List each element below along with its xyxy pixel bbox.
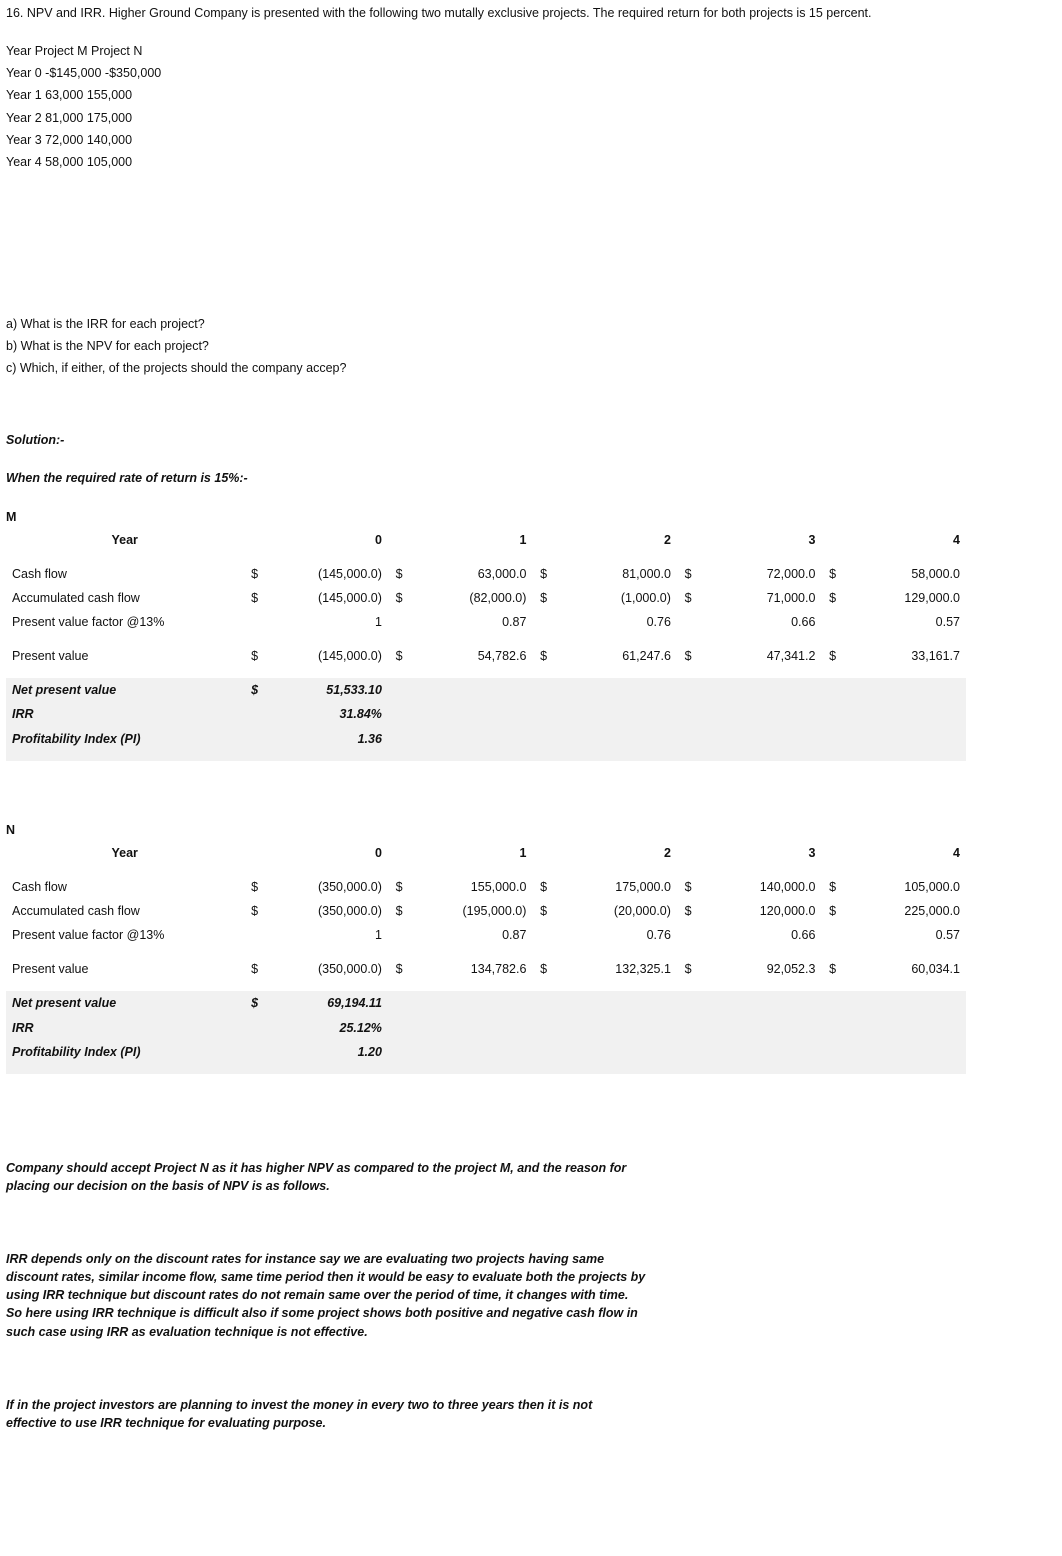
question-c: c) Which, if either, of the projects sho… (6, 359, 1056, 377)
conclusion-p3: If in the project investors are planning… (6, 1396, 646, 1432)
row-cash-flow: Cash flow (6, 875, 243, 899)
table-row: Cash flow $(145,000.0) $63,000.0 $81,000… (6, 562, 966, 586)
input-row-4: Year 4 58,000 105,000 (6, 153, 1056, 171)
row-npv: Net present value (6, 991, 243, 1015)
project-m-title: M (6, 508, 1056, 526)
project-m-table: Year 0 1 2 3 4 Cash flow $(145,000.0) $6… (6, 528, 966, 761)
row-cash-flow: Cash flow (6, 562, 243, 586)
table-row: Net present value $69,194.11 (6, 991, 966, 1015)
table-row: Present value factor @13% 1 0.87 0.76 0.… (6, 923, 966, 947)
row-acc: Accumulated cash flow (6, 586, 243, 610)
row-npv: Net present value (6, 678, 243, 702)
row-pv: Present value (6, 957, 243, 981)
col-year-header: Year (6, 528, 243, 552)
col-year-header: Year (6, 841, 243, 865)
project-n-table: Year 0 1 2 3 4 Cash flow $(350,000.0) $1… (6, 841, 966, 1074)
table-row: Net present value $51,533.10 (6, 678, 966, 702)
table-row: Accumulated cash flow $(350,000.0) $(195… (6, 899, 966, 923)
problem-header: 16. NPV and IRR. Higher Ground Company i… (6, 4, 1056, 22)
table-row: Profitability Index (PI) 1.36 (6, 727, 966, 751)
solution-heading: Solution:- (6, 431, 1056, 449)
input-row-2: Year 2 81,000 175,000 (6, 109, 1056, 127)
input-header: Year Project M Project N (6, 42, 1056, 60)
project-n-title: N (6, 821, 1056, 839)
row-irr: IRR (6, 1016, 243, 1040)
table-row: Present value $(145,000.0) $54,782.6 $61… (6, 644, 966, 668)
table-row: Present value factor @13% 1 0.87 0.76 0.… (6, 610, 966, 634)
row-irr: IRR (6, 702, 243, 726)
table-row: IRR 31.84% (6, 702, 966, 726)
input-row-3: Year 3 72,000 140,000 (6, 131, 1056, 149)
table-row: Profitability Index (PI) 1.20 (6, 1040, 966, 1064)
row-pvf: Present value factor @13% (6, 610, 243, 634)
question-b: b) What is the NPV for each project? (6, 337, 1056, 355)
conclusion-p1: Company should accept Project N as it ha… (6, 1159, 646, 1195)
required-return-heading: When the required rate of return is 15%:… (6, 469, 1056, 487)
table-row: Accumulated cash flow $(145,000.0) $(82,… (6, 586, 966, 610)
table-row: Present value $(350,000.0) $134,782.6 $1… (6, 957, 966, 981)
table-row: Year 0 1 2 3 4 (6, 841, 966, 865)
table-row: Cash flow $(350,000.0) $155,000.0 $175,0… (6, 875, 966, 899)
input-row-1: Year 1 63,000 155,000 (6, 86, 1056, 104)
table-row: IRR 25.12% (6, 1016, 966, 1040)
row-pv: Present value (6, 644, 243, 668)
row-acc: Accumulated cash flow (6, 899, 243, 923)
row-pi: Profitability Index (PI) (6, 727, 243, 751)
table-row: Year 0 1 2 3 4 (6, 528, 966, 552)
row-pvf: Present value factor @13% (6, 923, 243, 947)
problem-title: 16. NPV and IRR. Higher Ground Company i… (6, 6, 871, 20)
row-pi: Profitability Index (PI) (6, 1040, 243, 1064)
conclusion-p2: IRR depends only on the discount rates f… (6, 1250, 646, 1341)
question-a: a) What is the IRR for each project? (6, 315, 1056, 333)
input-row-0: Year 0 -$145,000 -$350,000 (6, 64, 1056, 82)
